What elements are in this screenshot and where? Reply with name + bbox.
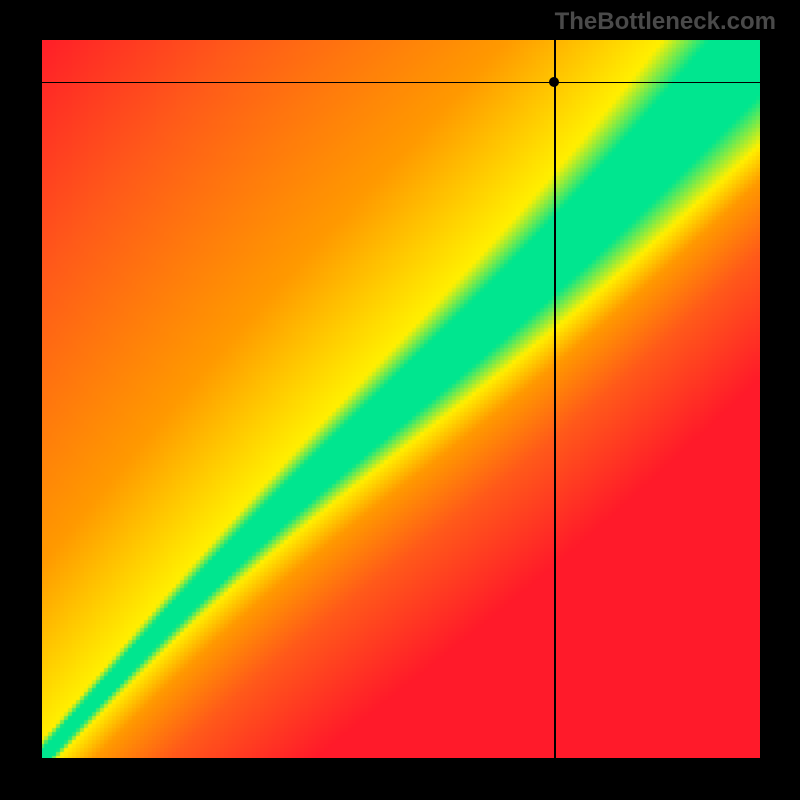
watermark-text: TheBottleneck.com: [555, 8, 776, 36]
axis-left-border: [40, 40, 42, 760]
crosshair-vertical: [554, 40, 556, 760]
heatmap-canvas: [40, 40, 760, 760]
marker-dot: [549, 77, 559, 87]
axis-bottom-border: [40, 758, 760, 760]
heatmap-plot: [40, 40, 760, 760]
crosshair-horizontal: [40, 82, 760, 84]
